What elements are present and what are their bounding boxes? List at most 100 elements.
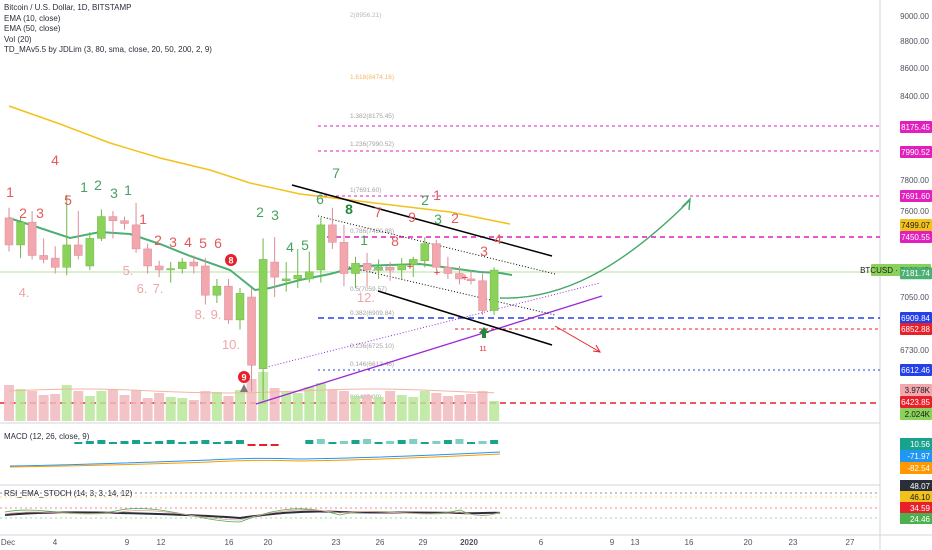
candle-body — [201, 265, 210, 296]
candle-body — [409, 259, 418, 265]
macd-histogram-bar — [247, 444, 256, 446]
macd-histogram-bar — [467, 442, 475, 444]
time-axis[interactable]: Dec 4 9 12 16 20 23 26 29 2020 6 9 13 16 20 23 27 — [1, 538, 855, 547]
td-plus-marker: + — [434, 267, 440, 279]
volume-bar — [142, 398, 153, 421]
macd-histogram-bar — [143, 442, 152, 444]
candle-body — [374, 267, 383, 271]
macd-histogram-bar — [305, 440, 314, 444]
volume-legend[interactable]: Vol (20) — [4, 34, 32, 44]
volume-bar — [373, 397, 384, 421]
td-circle-count: 9 — [241, 373, 246, 383]
price-tick: 7600.00 — [900, 207, 929, 216]
td-plus-marker: + — [407, 261, 413, 273]
td-sell-count: 4 — [184, 234, 192, 250]
time-tick: 20 — [264, 538, 273, 547]
td-buy-count: 1 — [360, 232, 368, 248]
macd-histogram-bar — [189, 441, 198, 444]
rsi-label-bg — [900, 502, 932, 513]
price-label-bg — [900, 384, 932, 396]
td-sell-count: 2 — [19, 205, 27, 221]
price-axis[interactable]: 9000.00 8800.00 8600.00 8400.00 7800.00 7600.… — [860, 12, 932, 524]
candlesticks[interactable] — [4, 194, 499, 401]
time-tick: 13 — [631, 538, 640, 547]
volume-bar — [15, 389, 26, 421]
candle-body — [4, 217, 14, 246]
candle-body — [189, 261, 199, 267]
trend-drawings[interactable] — [255, 184, 691, 405]
td-setup-count: 7. — [153, 281, 164, 296]
candle-body — [224, 285, 233, 321]
candle-body — [420, 243, 430, 261]
time-tick: 20 — [744, 538, 753, 547]
time-tick: 9 — [610, 538, 615, 547]
chart-legend: Bitcoin / U.S. Dollar, 1D, BITSTAMP EMA … — [4, 3, 212, 56]
candle-body — [293, 275, 302, 280]
volume-bar — [269, 388, 280, 421]
volume-bar — [454, 395, 465, 421]
ema50-legend[interactable]: EMA (50, close) — [4, 24, 61, 33]
macd-label: 10.56 — [910, 440, 931, 449]
time-tick: Dec — [1, 538, 15, 547]
td-plus-marker: + — [462, 272, 468, 284]
fib-label: 0.5(7059.57) — [350, 286, 387, 293]
price-label-bg — [900, 146, 932, 158]
price-tick: 8800.00 — [900, 37, 929, 46]
volume-bar — [154, 393, 165, 421]
time-tick: 6 — [539, 538, 544, 547]
rsi-legend[interactable]: RSI_EMA_STOCH (14, 3, 3, 14, 12) — [4, 489, 133, 498]
candle-body — [27, 221, 37, 256]
volume-bar — [223, 396, 234, 421]
candle-body — [270, 261, 279, 278]
volume-bar — [73, 391, 84, 421]
price-label: 3.978K — [905, 386, 931, 395]
td-buy-count: 3 — [271, 207, 279, 223]
macd-pane[interactable] — [9, 439, 501, 468]
stoch-d-line — [4, 509, 501, 521]
volume-bar — [61, 385, 72, 421]
td-legend[interactable]: TD_MAv5.5 by JDLim (3, 80, sma, close, 2… — [4, 45, 212, 54]
td-sell-count: 1 — [433, 187, 441, 203]
stoch-k-line — [4, 508, 501, 523]
macd-histogram-bar — [374, 442, 383, 444]
volume-bar — [466, 394, 476, 421]
td-setup-count: 12. — [357, 290, 375, 305]
candle-body — [385, 267, 395, 271]
td-sell-count: 5 — [199, 235, 207, 251]
price-tick: 9000.00 — [900, 12, 929, 21]
volume-ma-line — [8, 388, 495, 394]
price-label-bg — [900, 323, 932, 335]
volume-bar — [477, 391, 488, 421]
td-sell-count: 2 — [451, 210, 459, 226]
symbol-title[interactable]: Bitcoin / U.S. Dollar, 1D, BITSTAMP — [4, 3, 132, 12]
price-label: 6909.84 — [901, 314, 930, 323]
ema10-legend[interactable]: EMA (10, close) — [4, 13, 61, 23]
candle-body — [39, 255, 48, 260]
td-sell-count: 6 — [214, 235, 222, 251]
td-circle-marker — [238, 371, 250, 383]
td-sell-count: 1 — [6, 184, 14, 200]
macd-histogram-bar — [201, 440, 210, 444]
projection-up-arrowhead — [681, 197, 691, 211]
macd-histogram-bar — [270, 444, 279, 446]
rsi-pane[interactable] — [0, 492, 880, 523]
macd-label-bg — [900, 462, 932, 474]
macd-histogram-bar — [397, 440, 406, 444]
rsi-label: 24.46 — [910, 515, 931, 524]
channel-mid-dotted-2 — [339, 264, 556, 316]
candle-body — [281, 278, 291, 281]
price-label: 7499.07 — [901, 221, 930, 230]
candle-body — [478, 280, 487, 311]
td-sell-count: 3 — [480, 243, 488, 259]
td-buy-count: 6 — [316, 191, 324, 207]
price-label: 7990.52 — [901, 148, 930, 157]
dotted-purple-line — [262, 282, 601, 369]
volume-bar — [188, 400, 199, 421]
fib-label: 0.382(6909.84) — [350, 310, 394, 317]
td-buy-count: 7 — [332, 165, 340, 181]
macd-legend[interactable]: MACD (12, 26, close, 9) — [4, 432, 90, 441]
fib-label: 2(8956.21) — [350, 12, 381, 19]
macd-label-bg — [900, 450, 932, 462]
